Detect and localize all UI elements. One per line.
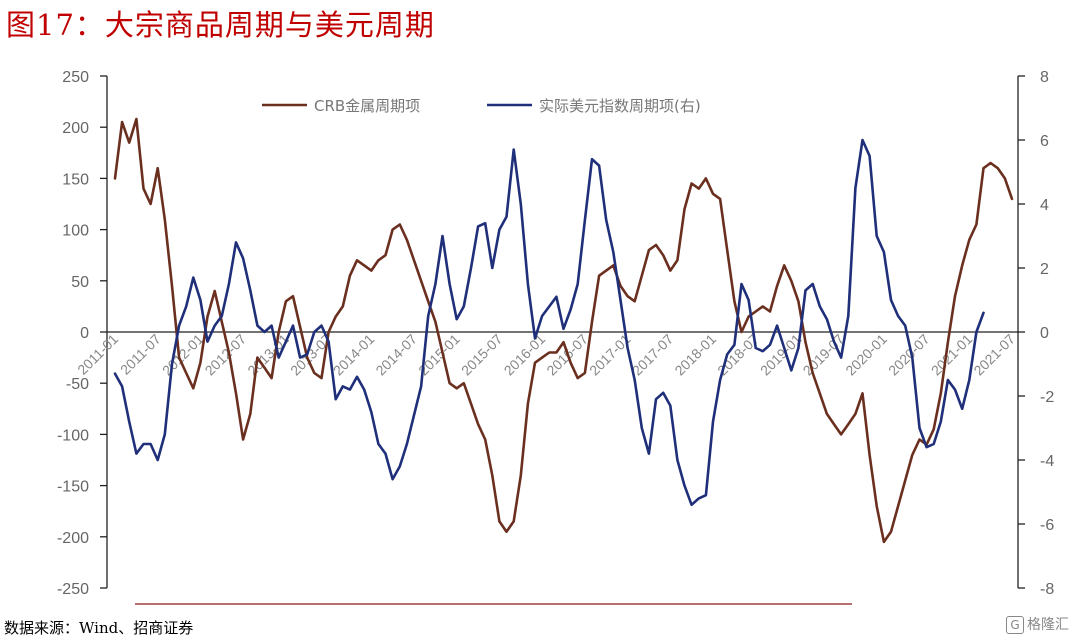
x-tick-label-group: 2018-01	[671, 331, 719, 379]
left-tick-label: 50	[71, 274, 89, 291]
chart-lines	[113, 117, 1014, 544]
x-tick-label: 2011-07	[117, 331, 164, 378]
left-tick-label: 100	[62, 223, 89, 240]
x-tick-label-group: 2014-01	[330, 331, 378, 379]
right-tick-label: 8	[1040, 69, 1049, 86]
x-tick-label: 2012-01	[159, 331, 207, 379]
source-note: 数据来源：Wind、招商证券	[4, 619, 194, 637]
x-tick-label: 2015-07	[458, 331, 506, 379]
x-tick-label-group: 2021-01	[928, 331, 976, 379]
left-tick-label: -200	[57, 530, 89, 547]
x-tick-label-group: 2014-07	[372, 331, 420, 379]
left-tick-label: -100	[57, 427, 89, 444]
left-tick-label: 0	[80, 325, 89, 342]
left-tick-label: -250	[57, 581, 89, 598]
right-tick-label: 4	[1040, 197, 1049, 214]
x-tick-label: 2014-07	[372, 331, 420, 379]
right-tick-label: -8	[1040, 581, 1054, 598]
figure-title: 图17：大宗商品周期与美元周期	[6, 8, 435, 42]
right-tick-label: 2	[1040, 261, 1049, 278]
left-tick-label: 250	[62, 69, 89, 86]
x-tick-label: 2017-07	[629, 331, 677, 379]
right-tick-label: 0	[1040, 325, 1049, 342]
series-line-crb-metals	[113, 117, 1014, 544]
x-tick-label-group: 2016-01	[501, 331, 549, 379]
left-tick-label: -150	[57, 479, 89, 496]
right-tick-label: -4	[1040, 453, 1054, 470]
x-tick-label-group: 2012-01	[159, 331, 207, 379]
left-tick-label: -50	[66, 376, 89, 393]
chart-legend: CRB金属周期项 实际美元指数周期项(右)	[262, 97, 701, 115]
legend-label-crb: CRB金属周期项	[314, 97, 420, 115]
x-tick-label: 2018-01	[671, 331, 719, 379]
x-tick-label-group: 2021-07	[970, 331, 1018, 379]
legend-label-usd: 实际美元指数周期项(右)	[539, 97, 701, 115]
x-tick-label: 2014-01	[330, 331, 378, 379]
x-tick-label: 2020-01	[842, 331, 890, 379]
right-tick-label: -6	[1040, 517, 1054, 534]
x-tick-label-group: 2017-07	[629, 331, 677, 379]
x-tick-label-group: 2015-07	[458, 331, 506, 379]
x-tick-label: 2021-01	[928, 331, 976, 379]
series-line-real-usd-index	[113, 138, 985, 507]
x-tick-label-group: 2020-01	[842, 331, 890, 379]
x-tick-label-group: 2011-07	[117, 331, 164, 378]
watermark-text: 格隆汇	[1027, 617, 1069, 633]
right-tick-label: -2	[1040, 389, 1054, 406]
x-tick-label: 2016-01	[501, 331, 549, 379]
x-tick-label: 2021-07	[970, 331, 1018, 379]
watermark: G 格隆汇	[1006, 614, 1069, 634]
left-tick-label: 200	[62, 120, 89, 137]
right-tick-label: 6	[1040, 133, 1049, 150]
left-tick-label: 150	[62, 171, 89, 188]
watermark-g-icon: G	[1006, 616, 1024, 634]
